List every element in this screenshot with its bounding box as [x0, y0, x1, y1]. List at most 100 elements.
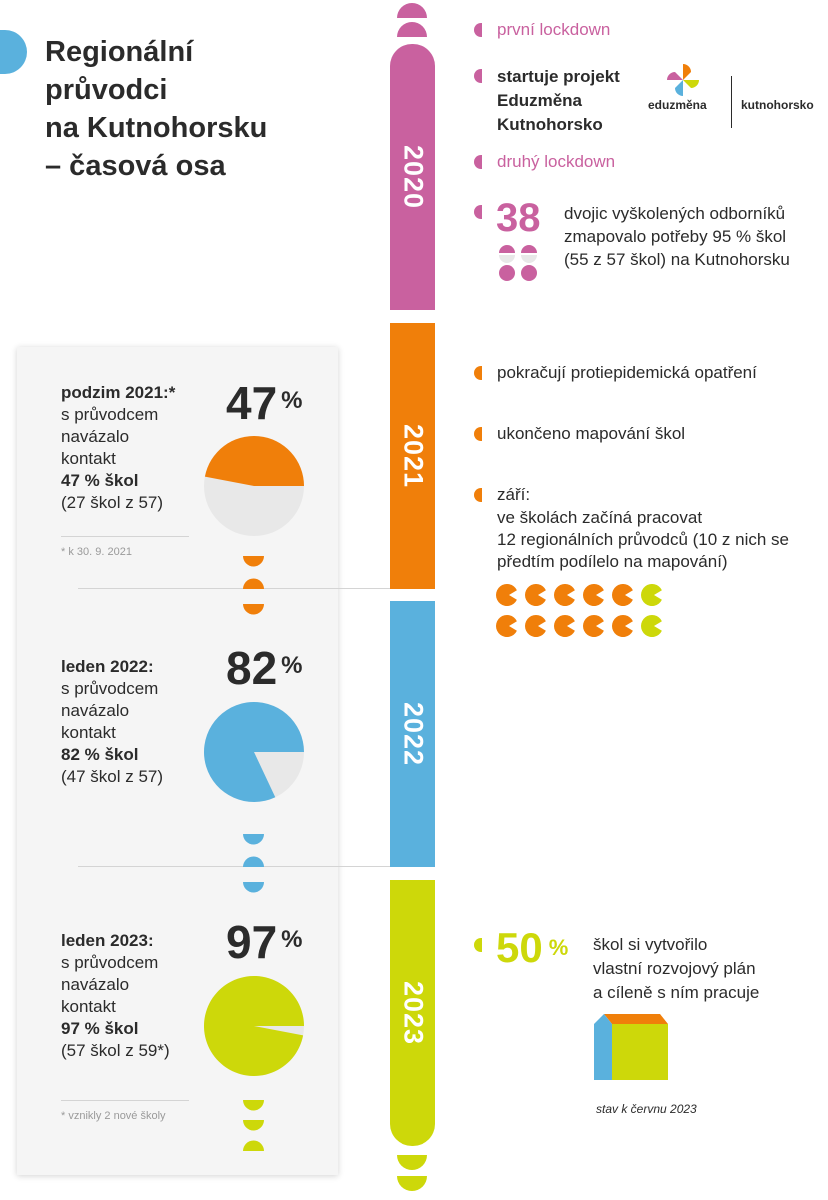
stat-heading: podzim 2021:* [61, 383, 176, 402]
stat-line: s průvodcem [61, 405, 159, 424]
logo-eduzmena-text: eduzměna [648, 98, 707, 112]
guides-icon-grid [496, 584, 662, 637]
guide-icon [525, 584, 546, 606]
timeline-top-cap [397, 22, 427, 37]
guide-icon [641, 615, 662, 637]
stat-detail: (27 škol z 57) [61, 493, 164, 512]
bullet-icon [474, 366, 482, 380]
pie-value-slice [204, 976, 304, 1076]
pie-chart-2022 [204, 702, 304, 802]
year-bar-2023: 2023 [390, 880, 435, 1146]
bullet-icon [474, 938, 482, 952]
stat-line: kontakt [61, 723, 116, 742]
guide-icon [525, 615, 546, 637]
stat-pct-number: 82 [226, 642, 278, 694]
stat-detail: (47 škol z 57) [61, 767, 164, 786]
bullet-icon [474, 69, 482, 83]
connector-dots-icon [243, 1100, 264, 1151]
timeline-bottom-cap [397, 1176, 427, 1191]
page-title: Regionální průvodci na Kutnohorsku – čas… [45, 33, 345, 185]
stat-pct-number: 47 [226, 377, 278, 429]
pie-chart-2023 [204, 976, 304, 1076]
bullet-icon [474, 427, 482, 441]
connector-dots-icon [243, 834, 264, 893]
year-bar-2022: 2022 [390, 601, 435, 867]
stat-pct-number: 97 [226, 916, 278, 968]
connector-line [78, 866, 390, 867]
guide-icon [612, 584, 633, 606]
bullet-icon [474, 488, 482, 502]
guide-icon [641, 584, 662, 606]
bullet-icon [474, 23, 482, 37]
stat-line: s průvodcem [61, 953, 159, 972]
plan-pct: 50% [496, 925, 568, 971]
eduzmena-logo-icon [667, 64, 699, 96]
logo-kutnohorsko-text: kutnohorsko [741, 98, 814, 112]
title-line: na Kutnohorsku [45, 112, 268, 144]
title-accent-shape [0, 30, 27, 74]
year-bar-2021: 2021 [390, 323, 435, 589]
event-first-lockdown: první lockdown [497, 20, 611, 39]
stat-bold: 47 % škol [61, 471, 139, 490]
stat-line: s průvodcem [61, 679, 159, 698]
connector-line [78, 588, 390, 589]
guide-icon [583, 584, 604, 606]
stat-pct-sign: % [281, 652, 303, 679]
stat-line: navázalo [61, 701, 130, 720]
title-line: průvodci [45, 74, 168, 106]
divider [61, 1100, 189, 1101]
title-line: – časová osa [45, 150, 226, 182]
year-label: 2021 [398, 423, 428, 489]
event-mapping-done: ukončeno mapování škol [497, 424, 686, 443]
year-label: 2023 [398, 980, 428, 1046]
guide-icon [554, 584, 575, 606]
guide-icon [496, 584, 517, 606]
timeline-top-cap [397, 3, 427, 18]
status-note: stav k červnu 2023 [596, 1102, 697, 1116]
event-sept-title: září: [497, 485, 531, 504]
year-label: 2020 [398, 144, 428, 210]
guide-icon [612, 615, 633, 637]
development-plan-box-icon [594, 1014, 668, 1080]
plan-text: škol si vytvořilo vlastní rozvojový plán… [593, 935, 760, 1002]
bullet-icon [474, 205, 482, 219]
stat-detail: (57 škol z 59*) [61, 1041, 170, 1060]
pairs-number: 38 [496, 196, 541, 240]
stat-heading: leden 2023: [61, 931, 154, 950]
pie-chart-2021 [204, 436, 304, 536]
bullet-icon [474, 155, 482, 169]
stat-label-2022: leden 2022: s průvodcem navázalo kontakt… [61, 656, 231, 788]
divider [61, 536, 189, 537]
stat-line: kontakt [61, 449, 116, 468]
event-measures: pokračují protiepidemická opatření [497, 363, 757, 382]
event-second-lockdown: druhý lockdown [497, 152, 616, 171]
stat-pct-2021: 47% [226, 380, 303, 426]
stat-label-2021: podzim 2021:* s průvodcem navázalo konta… [61, 382, 231, 514]
stat-line: navázalo [61, 427, 130, 446]
plan-pct-number: 50 [496, 924, 543, 971]
stat-pct-2022: 82% [226, 645, 303, 691]
pie-value-slice [204, 436, 304, 486]
stat-pct-sign: % [281, 926, 303, 953]
year-bar-2020: 2020 [390, 44, 435, 310]
year-label: 2022 [398, 701, 428, 767]
plan-pct-sign: % [548, 935, 569, 960]
title-line: Regionální [45, 36, 194, 68]
pairs-text: dvojic vyškolených odborníků zmapovalo p… [564, 204, 790, 269]
timeline-bottom-cap [397, 1155, 427, 1170]
stat-heading: leden 2022: [61, 657, 154, 676]
stat-footnote: * vznikly 2 nové školy [61, 1110, 166, 1122]
stat-pct-sign: % [281, 387, 303, 414]
guide-icon [554, 615, 575, 637]
stat-pct-2023: 97% [226, 919, 303, 965]
stat-bold: 82 % škol [61, 745, 139, 764]
stat-line: kontakt [61, 997, 116, 1016]
event-sept-text: ve školách začíná pracovat 12 regionální… [497, 508, 790, 571]
pie-value-slice [204, 702, 304, 802]
logo-divider [731, 76, 732, 128]
stat-bold: 97 % škol [61, 1019, 139, 1038]
stat-label-2023: leden 2023: s průvodcem navázalo kontakt… [61, 930, 231, 1062]
guide-icon [583, 615, 604, 637]
event-project-start: startuje projekt Eduzměna Kutnohorsko [497, 67, 620, 134]
stat-line: navázalo [61, 975, 130, 994]
